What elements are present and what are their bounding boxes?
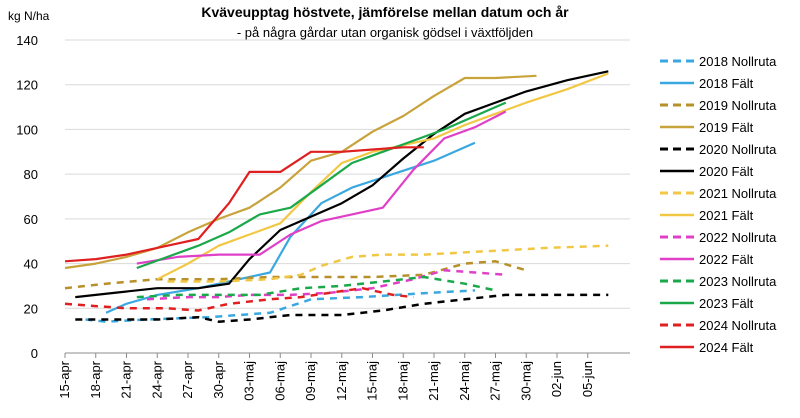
x-tick-label: 24-apr [149, 360, 164, 398]
x-tick-label: 02-jun [549, 361, 564, 397]
x-tick-label: 09-maj [303, 361, 318, 401]
legend-label: 2023 Nollruta [699, 274, 777, 289]
legend-label: 2022 Nollruta [699, 230, 777, 245]
legend-label: 2024 Nollruta [699, 318, 777, 333]
legend-label: 2019 Fält [699, 120, 754, 135]
legend-label: 2021 Nollruta [699, 186, 777, 201]
series-line [64, 146, 424, 263]
x-tick-label: 18-apr [88, 360, 103, 398]
x-tick-label: 05-jun [580, 361, 595, 397]
y-tick-label: 140 [16, 33, 38, 48]
x-tick-label: 15-apr [57, 360, 72, 398]
x-tick-label: 03-maj [242, 361, 257, 401]
series-line [136, 101, 507, 270]
legend-label: 2022 Fält [699, 252, 754, 267]
x-tick-label: 27-apr [180, 360, 195, 398]
y-axis-label: kg N/ha [8, 9, 50, 23]
x-tick-label: 15-maj [365, 361, 380, 401]
y-tick-label: 60 [24, 212, 38, 227]
x-tick-label: 21-apr [119, 360, 134, 398]
legend-label: 2020 Nollruta [699, 142, 777, 157]
x-tick-label: 12-maj [334, 361, 349, 401]
legend-label: 2023 Fält [699, 296, 754, 311]
legend-label: 2020 Fält [699, 164, 754, 179]
y-tick-label: 100 [16, 122, 38, 137]
series-line [136, 110, 507, 265]
series-line [167, 244, 609, 283]
x-tick-label: 27-maj [488, 361, 503, 401]
series-line [85, 289, 476, 323]
series-line [64, 286, 414, 312]
legend-label: 2021 Fält [699, 208, 754, 223]
x-tick-label: 24-maj [457, 361, 472, 401]
series-line [64, 74, 537, 270]
chart-title: Kväveupptag höstvete, jämförelse mellan … [201, 4, 569, 20]
x-tick-label: 30-apr [211, 360, 226, 398]
x-tick-label: 21-maj [426, 361, 441, 401]
x-tick-labels: 15-apr 18-apr 21-apr 24-apr 27-apr 30-apr 03-m… [57, 353, 595, 401]
y-tick-label: 20 [24, 301, 38, 316]
x-tick-label: 06-maj [272, 361, 287, 401]
legend-label: 2024 Fält [699, 340, 754, 355]
series-line [156, 72, 609, 281]
legend: 2018 Nollruta 2018 Fält 2019 Nollruta 2019 … [660, 54, 777, 355]
series-line [75, 70, 609, 299]
chart-subtitle: - på några gårdar utan organisk gödsel i… [237, 25, 533, 40]
y-tick-label: 40 [24, 257, 38, 272]
x-tick-label: 18-maj [395, 361, 410, 401]
legend-label: 2018 Fält [699, 76, 754, 91]
series-line [75, 293, 609, 323]
y-tick-label: 0 [31, 346, 38, 361]
legend-label: 2019 Nollruta [699, 98, 777, 113]
series-line [146, 269, 506, 301]
series-line [64, 260, 527, 290]
y-tick-labels: 0 20 40 60 80 100 120 140 [16, 33, 38, 361]
series-lines [64, 70, 609, 323]
series-line [136, 275, 496, 299]
y-tick-label: 120 [16, 78, 38, 93]
legend-label: 2018 Nollruta [699, 54, 777, 69]
y-tick-label: 80 [24, 167, 38, 182]
x-tick-label: 30-maj [518, 361, 533, 401]
